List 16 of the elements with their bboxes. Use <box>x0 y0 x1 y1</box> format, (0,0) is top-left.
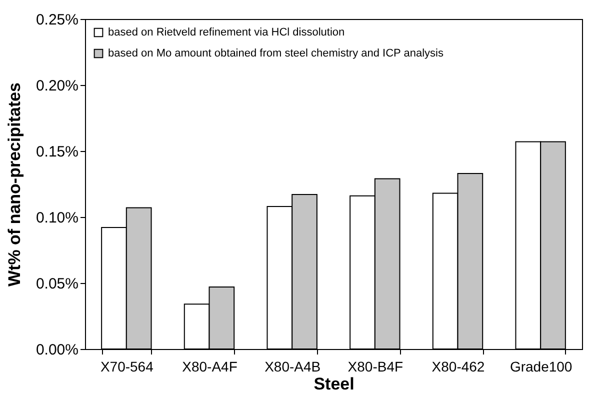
x-tick-label: Grade100 <box>510 358 572 374</box>
y-tick-label: 0.15% <box>36 144 78 160</box>
y-tick-label: 0.00% <box>36 342 78 358</box>
x-axis-title: Steel <box>314 374 354 394</box>
x-tick-label: X80-A4F <box>182 358 238 374</box>
y-axis-title: Wt% of nano-precipitates <box>4 82 24 287</box>
x-tick-label: X80-462 <box>432 358 485 374</box>
x-tick-label: X80-B4F <box>348 358 404 374</box>
x-tick-label: X80-A4B <box>264 358 321 374</box>
y-tick-label: 0.10% <box>36 210 78 226</box>
legend-label: based on Mo amount obtained from steel chemistry and ICP analysis <box>108 48 444 60</box>
x-tick-label: X70-564 <box>100 358 154 374</box>
y-tick-label: 0.05% <box>36 276 78 292</box>
y-tick-label: 0.25% <box>36 12 78 28</box>
legend-label: based on Rietveld refinement via HCl dissolution <box>108 26 345 38</box>
y-tick-label: 0.20% <box>36 78 78 94</box>
